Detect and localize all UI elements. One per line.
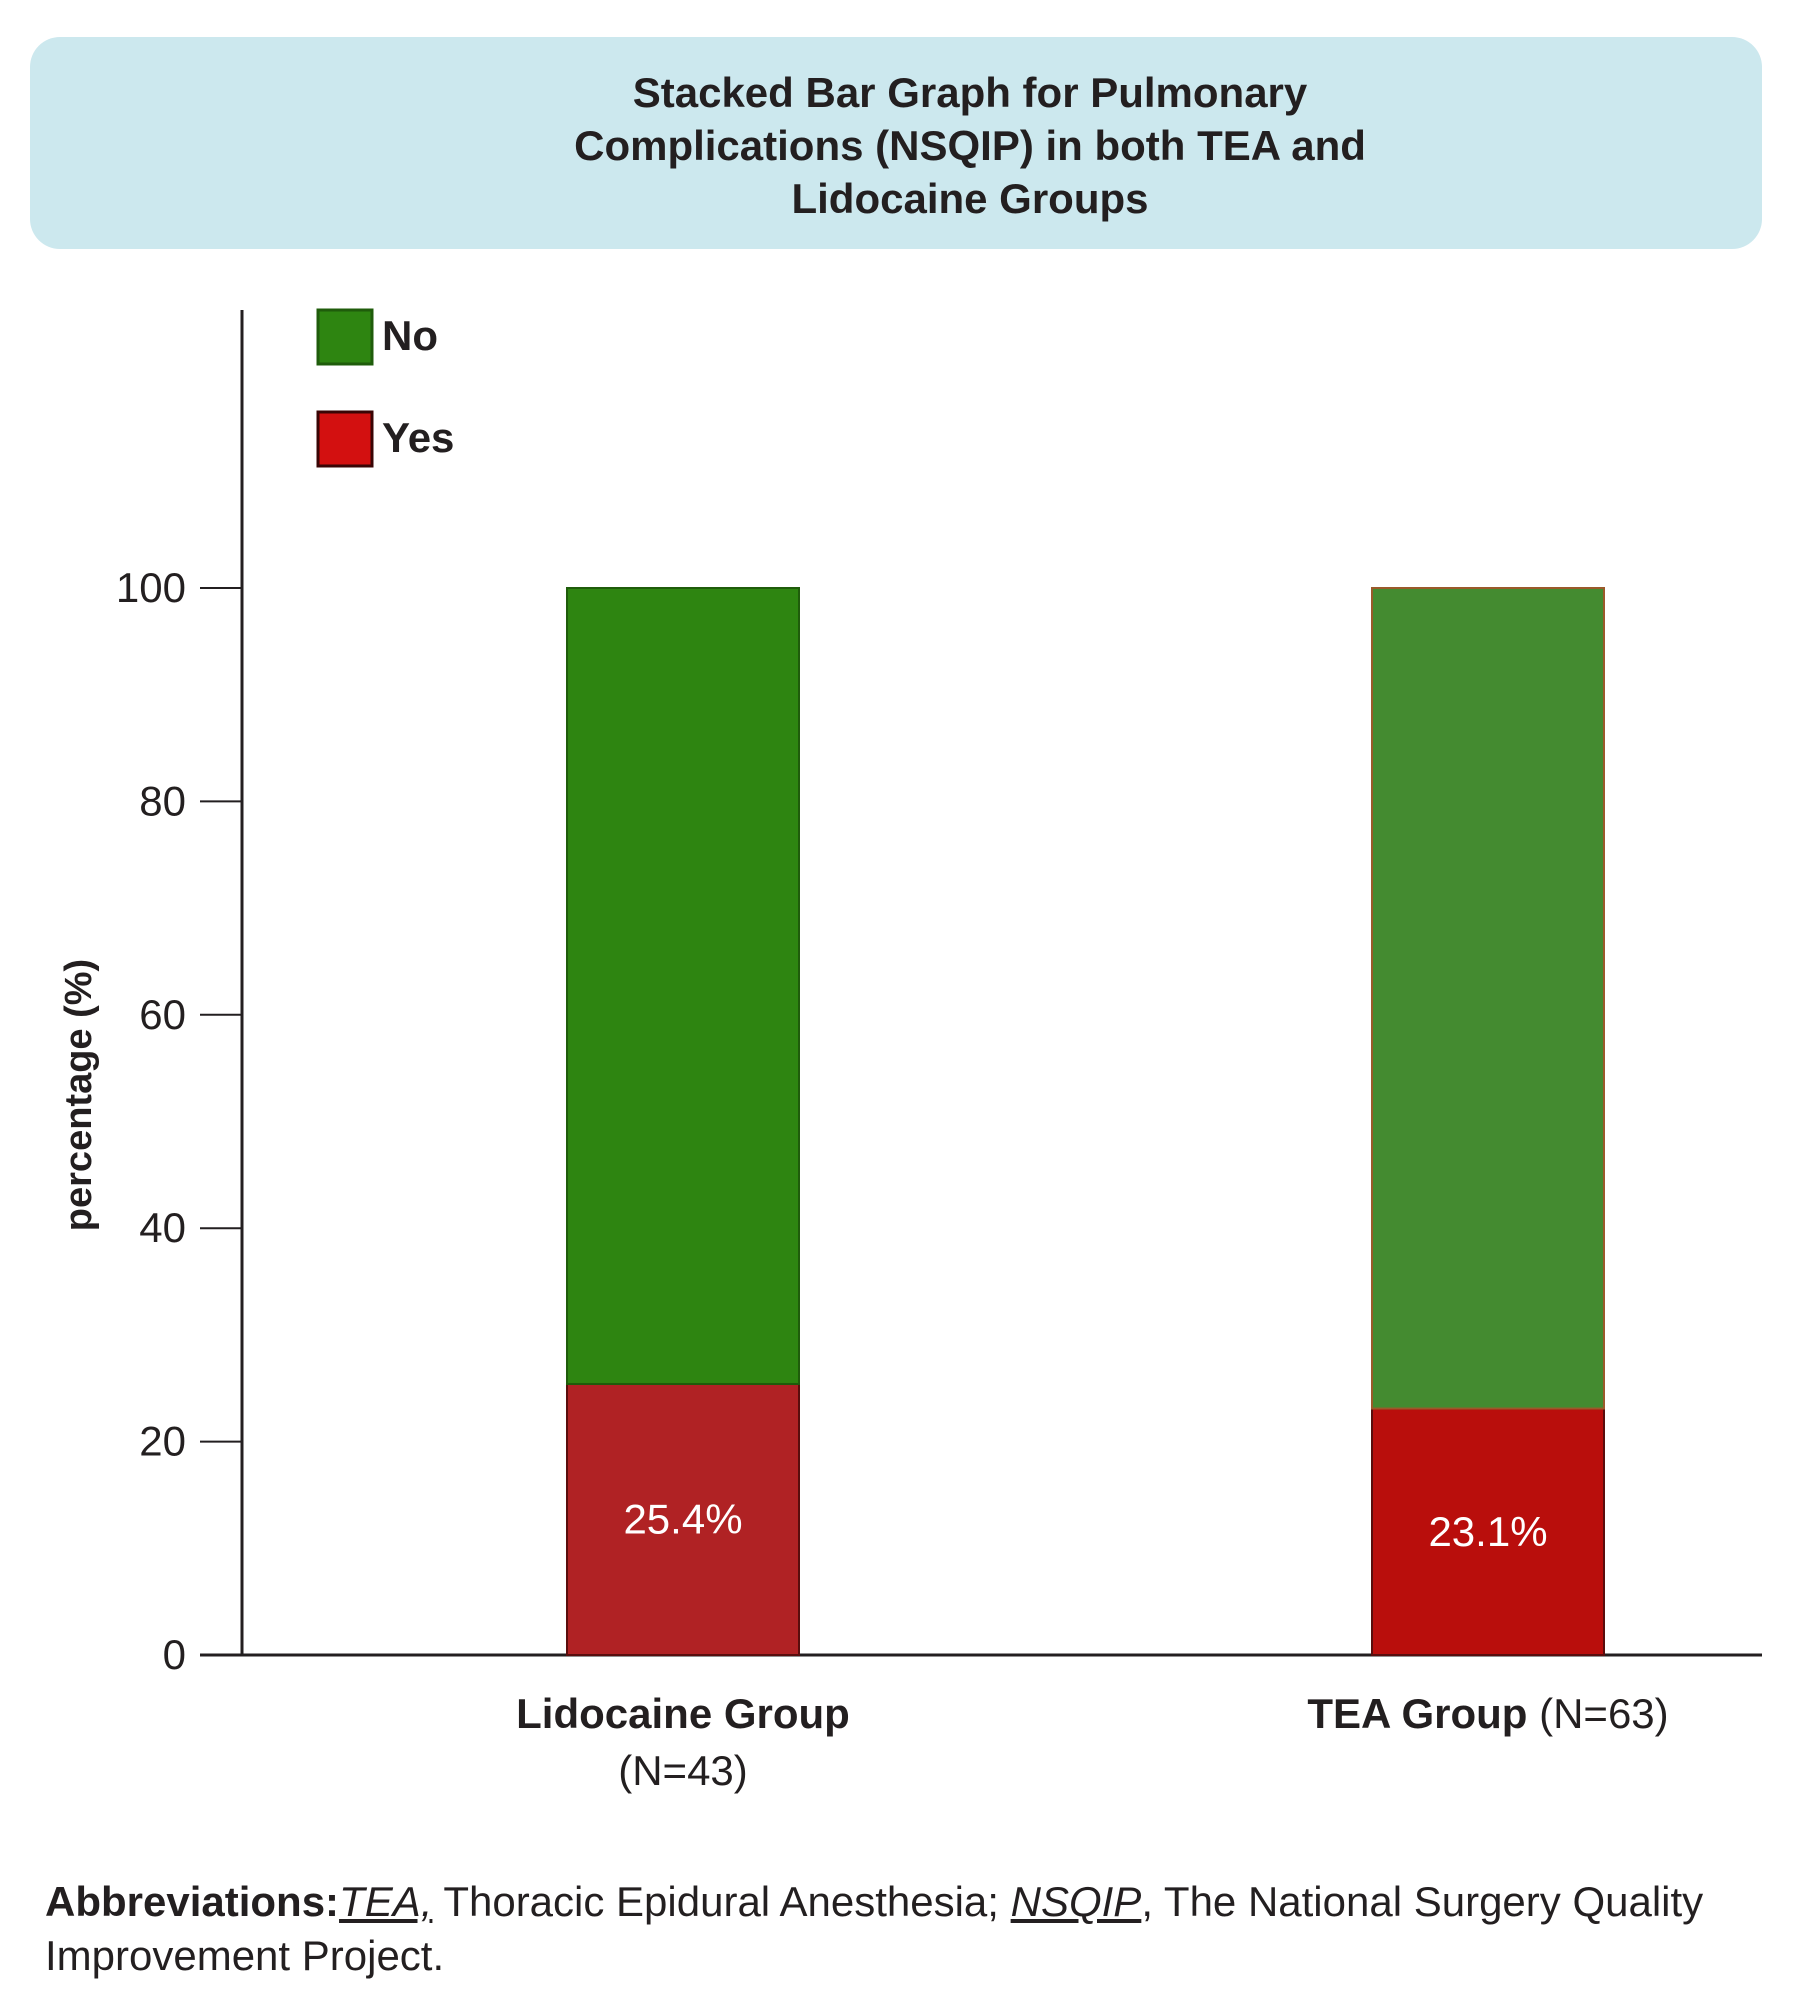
legend-label-yes: Yes (382, 414, 454, 461)
title-line-1: Stacked Bar Graph for Pulmonary (632, 69, 1308, 116)
y-tick-label: 0 (163, 1631, 186, 1678)
y-tick-label: 40 (139, 1204, 186, 1251)
y-tick-label: 100 (116, 564, 186, 611)
title-line-3: Lidocaine Groups (791, 175, 1149, 222)
stacked-bar-chart: 0 20 40 60 80 100 25.4% 23.1% Lidocaine Group (… (58, 308, 1762, 1794)
bar-value-label: 25.4% (623, 1495, 742, 1542)
title-banner (30, 37, 1762, 249)
legend-swatch-no (316, 308, 374, 366)
x-tick-label: TEA Group (N=63) (1307, 1690, 1668, 1737)
bar-no-1 (566, 587, 800, 1385)
bar-value-label: 23.1% (1428, 1508, 1547, 1555)
abbr-tea: TEA, (339, 1878, 433, 1925)
x-tick-label-n: (N=63) (1539, 1690, 1669, 1737)
x-tick-labels: Lidocaine Group (N=43) TEA Group (N=63) (516, 1690, 1669, 1794)
abbr-tea-definition: Thoracic Epidural Anesthesia; (432, 1878, 1011, 1925)
x-tick-label-name: TEA Group (1307, 1690, 1539, 1737)
bars: 25.4% 23.1% (566, 587, 1605, 1657)
abbreviations-footnote: Abbreviations:TEA, Thoracic Epidural Ane… (45, 1875, 1795, 1983)
chart-title: Stacked Bar Graph for Pulmonary Complica… (380, 66, 1560, 225)
bar-yes-2 (1371, 1407, 1605, 1656)
y-tick-label: 60 (139, 991, 186, 1038)
y-ticks: 0 20 40 60 80 100 (116, 564, 242, 1678)
legend: No Yes (316, 308, 454, 468)
x-tick-label-n: (N=43) (618, 1747, 748, 1794)
legend-label-no: No (382, 312, 438, 359)
y-tick-label: 20 (139, 1418, 186, 1465)
title-line-2: Complications (NSQIP) in both TEA and (574, 122, 1366, 169)
y-axis-label: percentage (%) (58, 959, 100, 1231)
abbreviations-label: Abbreviations: (45, 1878, 340, 1925)
legend-swatch-yes (316, 410, 374, 468)
y-tick-label: 80 (139, 777, 186, 824)
abbr-nsqip: NSQIP (1010, 1878, 1142, 1925)
x-tick-label: Lidocaine Group (516, 1690, 850, 1737)
bar-no-2 (1371, 587, 1605, 1410)
abbr-nsqip-definition: , The National Surgery Quality Improveme… (45, 1878, 1704, 1979)
